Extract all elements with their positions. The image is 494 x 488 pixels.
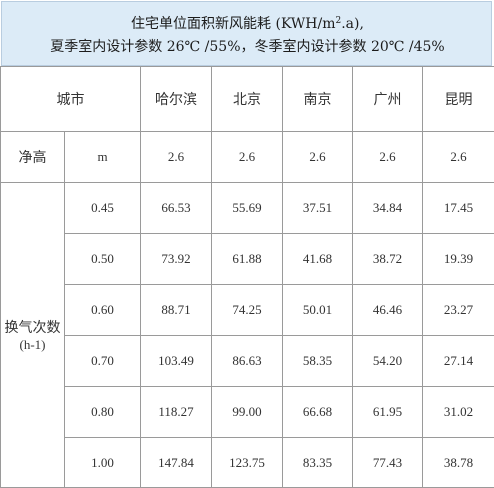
ach-label-cell: 换气次数 (h-1) (1, 183, 65, 488)
table-cell: 147.84 (141, 438, 212, 488)
ach-rate: 0.60 (65, 285, 141, 336)
table-cell: 2.6 (141, 132, 212, 183)
table-cell: 19.39 (423, 234, 494, 285)
table-cell: 38.78 (423, 438, 494, 488)
table-cell: 27.14 (423, 336, 494, 387)
header-city: 广州 (353, 67, 423, 132)
table-cell: 50.01 (283, 285, 353, 336)
table-cell: 2.6 (283, 132, 353, 183)
caption-line-2: 夏季室内设计参数 26℃ /55%，冬季室内设计参数 20℃ /45% (2, 37, 493, 57)
table-caption: 住宅单位面积新风能耗 (KWH/m2.a), 夏季室内设计参数 26℃ /55%… (1, 1, 492, 66)
table-cell: 103.49 (141, 336, 212, 387)
table-row: 0.80 118.27 99.00 66.68 61.95 31.02 (1, 387, 494, 438)
table-cell: 17.45 (423, 183, 494, 234)
table-cell: 2.6 (212, 132, 283, 183)
table-row: 1.00 147.84 123.75 83.35 77.43 38.78 (1, 438, 494, 488)
ach-rate: 0.80 (65, 387, 141, 438)
table-row: 0.60 88.71 74.25 50.01 46.46 23.27 (1, 285, 494, 336)
table-cell: 77.43 (353, 438, 423, 488)
header-city: 南京 (283, 67, 353, 132)
header-city: 昆明 (423, 67, 494, 132)
table-cell: 86.63 (212, 336, 283, 387)
table-cell: 2.6 (423, 132, 494, 183)
table-cell: 41.68 (283, 234, 353, 285)
ach-rate: 0.50 (65, 234, 141, 285)
table-cell: 74.25 (212, 285, 283, 336)
ach-rate: 1.00 (65, 438, 141, 488)
clear-height-row: 净高 m 2.6 2.6 2.6 2.6 2.6 (1, 132, 494, 183)
header-city: 哈尔滨 (141, 67, 212, 132)
table-cell: 88.71 (141, 285, 212, 336)
table-cell: 55.69 (212, 183, 283, 234)
table-row: 换气次数 (h-1) 0.45 66.53 55.69 37.51 34.84 … (1, 183, 494, 234)
ach-rate: 0.45 (65, 183, 141, 234)
energy-consumption-table: 城市 哈尔滨 北京 南京 广州 昆明 净高 m 2.6 2.6 2.6 2.6 … (0, 66, 494, 488)
table-cell: 38.72 (353, 234, 423, 285)
table-cell: 54.20 (353, 336, 423, 387)
table-cell: 58.35 (283, 336, 353, 387)
table-cell: 31.02 (423, 387, 494, 438)
table-cell: 61.95 (353, 387, 423, 438)
table-cell: 66.68 (283, 387, 353, 438)
clear-height-unit: m (65, 132, 141, 183)
table-cell: 66.53 (141, 183, 212, 234)
table-cell: 118.27 (141, 387, 212, 438)
caption-line-1: 住宅单位面积新风能耗 (KWH/m2.a), (2, 14, 493, 34)
header-city: 北京 (212, 67, 283, 132)
table-row: 0.50 73.92 61.88 41.68 38.72 19.39 (1, 234, 494, 285)
table-cell: 123.75 (212, 438, 283, 488)
caption-line-1-suffix: .a), (341, 16, 364, 32)
ach-rate: 0.70 (65, 336, 141, 387)
table-cell: 37.51 (283, 183, 353, 234)
table-cell: 99.00 (212, 387, 283, 438)
table-cell: 61.88 (212, 234, 283, 285)
caption-line-1-text: 住宅单位面积新风能耗 (KWH/m (131, 16, 335, 32)
table-row: 0.70 103.49 86.63 58.35 54.20 27.14 (1, 336, 494, 387)
ach-unit: (h-1) (20, 337, 46, 352)
ach-label: 换气次数 (5, 320, 61, 336)
table-cell: 34.84 (353, 183, 423, 234)
table-cell: 23.27 (423, 285, 494, 336)
header-row: 城市 哈尔滨 北京 南京 广州 昆明 (1, 67, 494, 132)
table-cell: 83.35 (283, 438, 353, 488)
table-cell: 2.6 (353, 132, 423, 183)
header-city-label: 城市 (1, 67, 141, 132)
table-cell: 73.92 (141, 234, 212, 285)
table-cell: 46.46 (353, 285, 423, 336)
clear-height-label: 净高 (1, 132, 65, 183)
